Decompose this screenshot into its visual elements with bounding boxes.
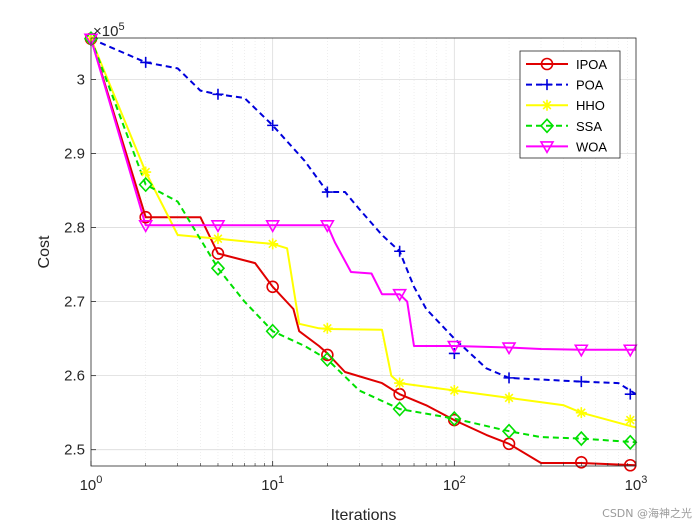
data-point-hho — [503, 392, 515, 404]
data-point-ipoa — [211, 247, 225, 260]
data-point-hho — [575, 407, 587, 419]
data-point-woa — [392, 288, 408, 302]
y-axis-multiplier: ×105 — [93, 21, 125, 40]
data-point-ssa — [447, 410, 462, 427]
ticks: 100 101 102 103 2.5 2.6 2.7 2.8 2.9 3 — [64, 71, 647, 494]
data-point-poa — [321, 186, 333, 198]
data-point-ssa — [501, 423, 517, 439]
legend-marker — [539, 118, 555, 134]
data-point-ssa — [210, 260, 226, 276]
series-line-woa — [91, 38, 636, 351]
legend-marker — [540, 57, 554, 71]
legend-marker — [539, 141, 555, 155]
data-point-ipoa — [139, 210, 152, 224]
x-axis-label: Iterations — [331, 507, 397, 524]
data-point-woa — [573, 344, 589, 358]
x-tick-label: 102 — [443, 474, 466, 494]
data-point-hho — [448, 384, 460, 396]
x-tick-label: 103 — [625, 474, 648, 494]
data-point-poa — [140, 56, 152, 68]
data-point-hho — [212, 233, 224, 245]
data-point-ssa — [265, 323, 280, 339]
data-point-hho — [321, 322, 333, 334]
data-point-ssa — [623, 434, 638, 450]
legend-label: SSA — [576, 119, 602, 134]
legend-label: POA — [576, 78, 604, 93]
marker-layer — [83, 31, 638, 472]
data-point-poa — [624, 388, 636, 400]
legend-label: IPOA — [576, 57, 607, 72]
axes-box — [90, 37, 637, 467]
y-tick-label: 2.9 — [64, 146, 85, 163]
legend-label: HHO — [576, 98, 605, 113]
data-point-woa — [265, 220, 281, 233]
data-point-hho — [267, 238, 279, 250]
data-point-woa — [501, 342, 517, 356]
y-tick-label: 2.5 — [64, 442, 85, 459]
data-point-woa — [138, 220, 154, 233]
data-point-woa — [210, 220, 226, 233]
y-tick-label: 2.6 — [64, 368, 85, 385]
data-point-hho — [624, 414, 636, 426]
data-point-ssa — [574, 430, 589, 447]
x-tick-label: 100 — [80, 474, 103, 494]
data-point-woa — [319, 220, 335, 233]
data-point-hho — [394, 377, 406, 389]
data-point-ipoa — [266, 280, 279, 294]
data-point-ssa — [320, 351, 335, 368]
legend-item-ssa[interactable]: SSA — [526, 118, 602, 134]
legend-label: WOA — [576, 139, 607, 154]
data-point-woa — [446, 340, 462, 354]
legend-item-ipoa[interactable]: IPOA — [526, 57, 607, 72]
data-point-woa — [622, 344, 638, 358]
data-point-ipoa — [393, 387, 406, 401]
data-point-hho — [140, 166, 152, 178]
data-point-poa — [394, 245, 406, 257]
legend-item-hho[interactable]: HHO — [526, 98, 605, 113]
series-line-poa — [91, 38, 636, 396]
series-line-ssa — [91, 38, 636, 444]
x-tick-label: 101 — [261, 474, 284, 494]
series-line-ipoa — [91, 38, 636, 466]
data-point-poa — [212, 88, 224, 100]
data-point-ssa — [392, 401, 407, 417]
data-point-poa — [503, 372, 515, 384]
legend-item-woa[interactable]: WOA — [526, 139, 607, 154]
y-tick-label: 2.8 — [64, 220, 85, 237]
data-point-ipoa — [575, 455, 588, 469]
legend[interactable]: IPOA POA HHO SSA WOA — [519, 50, 621, 159]
legend-box — [519, 50, 621, 159]
y-tick-label: 3 — [77, 71, 85, 88]
data-point-ssa — [138, 176, 153, 193]
data-point-woa — [83, 33, 99, 47]
y-tick-label: 2.7 — [64, 294, 85, 311]
y-axis-label: Cost — [36, 235, 53, 268]
watermark: CSDN @海神之光 — [602, 507, 692, 520]
legend-marker — [541, 99, 553, 111]
data-point-ipoa — [321, 348, 334, 362]
legend-item-poa[interactable]: POA — [526, 78, 604, 93]
data-point-poa — [267, 119, 279, 131]
data-point-poa — [575, 376, 587, 388]
legend-marker — [541, 79, 553, 91]
